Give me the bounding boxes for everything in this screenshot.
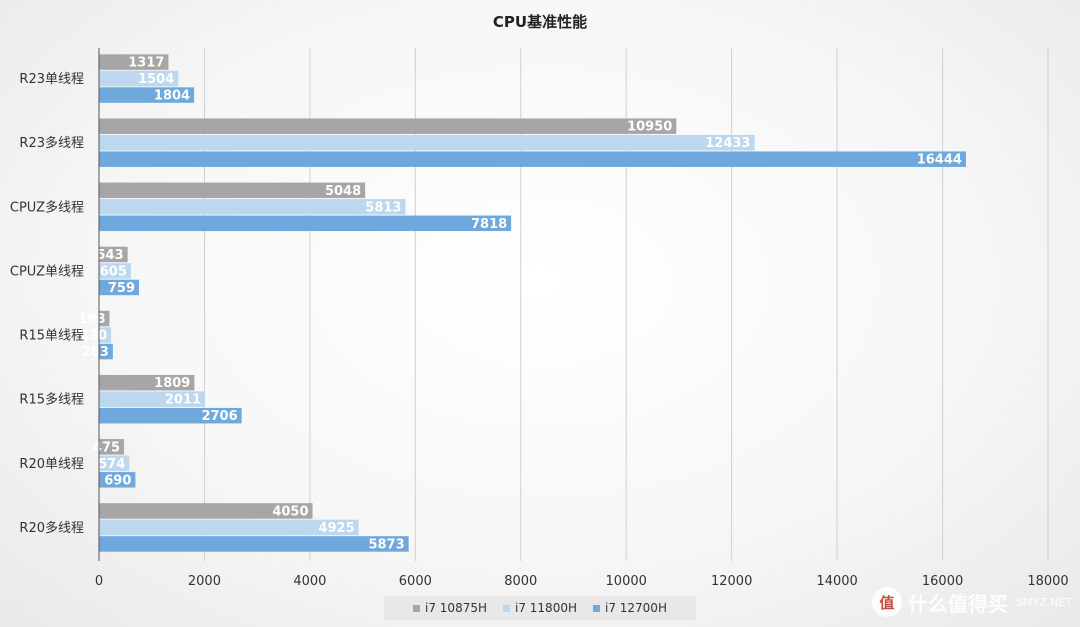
x-tick-label: 12000 <box>711 574 752 589</box>
labels-group: 0 2000 4000 6000 8000 10000 12000 14000 16000 180… <box>10 56 1069 589</box>
legend: i7 10875H i7 11800H i7 12700H <box>384 596 696 620</box>
data-label: 1804 <box>154 89 190 104</box>
bar <box>99 151 966 167</box>
legend-item-series-1: i7 11800H <box>503 601 577 615</box>
x-tick-label: 18000 <box>1027 574 1068 589</box>
data-label: 16444 <box>917 153 962 168</box>
legend-label: i7 10875H <box>425 601 487 615</box>
legend-swatch <box>503 604 510 612</box>
legend-swatch <box>592 604 600 612</box>
bar <box>99 70 179 87</box>
data-label: 1317 <box>128 56 164 71</box>
chart-title: CPU基准性能 <box>493 13 587 31</box>
bar <box>99 199 406 215</box>
data-label: 12433 <box>705 136 750 151</box>
bar <box>99 54 169 70</box>
x-tick-label: 4000 <box>293 574 326 589</box>
bar <box>99 343 113 360</box>
x-tick-label: 8000 <box>504 574 537 589</box>
watermark-sub: SMYZ.NET <box>1015 595 1072 609</box>
watermark-logo: 值 什么值得买 SMYZ.NET <box>871 587 1072 617</box>
bars-group <box>99 54 966 552</box>
legend-item-series-2: i7 12700H <box>592 601 667 615</box>
data-label: 759 <box>108 281 135 296</box>
bar <box>99 391 206 407</box>
bar <box>99 327 112 343</box>
data-label: 475 <box>93 440 120 455</box>
x-tick-label: 6000 <box>399 574 432 589</box>
bar <box>99 246 128 263</box>
x-tick-label: 0 <box>95 574 103 589</box>
bar <box>99 519 359 536</box>
bar <box>99 279 140 296</box>
bar <box>99 134 755 151</box>
category-label: R15单线程 <box>19 329 84 344</box>
bar <box>99 263 131 279</box>
data-label: 2011 <box>165 393 201 408</box>
category-label: R15多线程 <box>19 392 84 408</box>
data-label: 605 <box>100 264 127 279</box>
bar <box>99 87 195 103</box>
x-tick-label: 16000 <box>922 574 963 589</box>
bar <box>99 182 366 199</box>
x-tick-label: 2000 <box>188 574 221 589</box>
legend-label: i7 11800H <box>515 601 577 615</box>
legend-item-series-0: i7 10875H <box>413 601 487 615</box>
bar <box>99 118 677 134</box>
x-tick-label: 10000 <box>606 574 647 589</box>
data-label: 1504 <box>138 72 174 87</box>
data-label: 1809 <box>154 376 190 391</box>
data-label: 230 <box>80 329 107 344</box>
data-label: 7818 <box>471 217 507 232</box>
data-label: 2706 <box>201 409 237 424</box>
data-label: 5048 <box>325 184 361 199</box>
category-label: R23多线程 <box>19 135 84 151</box>
bar <box>99 215 512 232</box>
data-label: 5873 <box>368 537 404 552</box>
legend-swatch <box>413 604 421 612</box>
bar <box>99 439 125 455</box>
category-label: R20单线程 <box>19 457 84 472</box>
legend-label: i7 12700H <box>604 601 667 615</box>
bar <box>99 455 130 472</box>
data-label: 5813 <box>365 200 401 215</box>
watermark-icon: 值 <box>871 587 902 617</box>
data-label: 4925 <box>318 521 354 536</box>
data-label: 10950 <box>627 120 672 135</box>
watermark-text: 什么值得买 <box>907 591 1008 616</box>
bar <box>99 503 313 519</box>
data-label: 543 <box>96 248 123 263</box>
category-label: R20多线程 <box>19 520 84 536</box>
data-label: 4050 <box>272 504 308 519</box>
category-label: CPUZ单线程 <box>10 264 84 279</box>
category-label: R23单线程 <box>19 72 84 87</box>
data-label: 263 <box>82 345 109 360</box>
data-label: 198 <box>78 312 105 327</box>
data-label: 574 <box>98 457 125 472</box>
bar <box>99 407 242 424</box>
bar <box>99 374 195 391</box>
bar <box>99 536 409 552</box>
data-label: 690 <box>104 473 131 488</box>
bar <box>99 310 110 327</box>
bar <box>99 472 136 488</box>
x-tick-label: 14000 <box>816 574 857 589</box>
category-label: CPUZ多线程 <box>10 199 84 215</box>
